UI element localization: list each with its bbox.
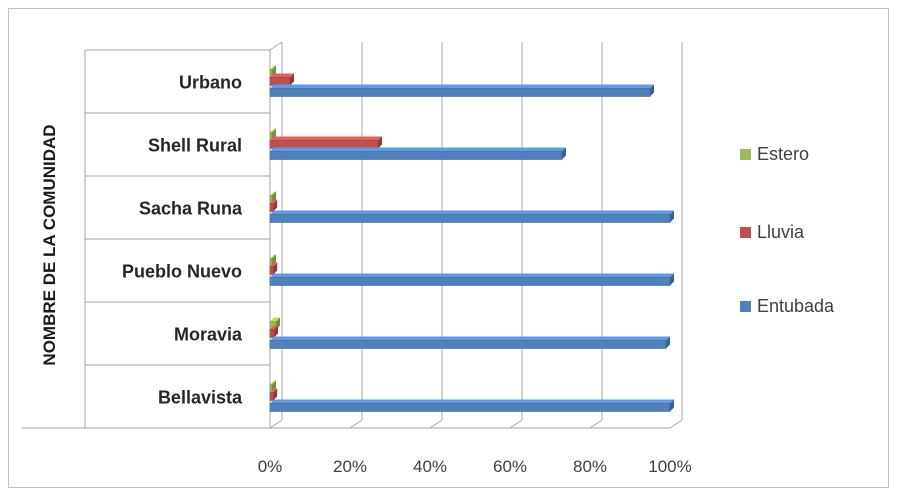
bar-side-face [290,73,294,86]
bar-front-face [269,151,563,160]
bar-top-face [270,273,674,278]
legend-item-lluvia: Lluvia [740,222,805,242]
bar-top-face [270,254,276,259]
bar-top-face [270,399,674,404]
bar-lluvia [269,199,278,212]
bar-lluvia [269,73,294,86]
legend-item-entubada: Entubada [740,296,835,316]
legend-label: Lluvia [757,222,805,242]
bar-lluvia [269,325,278,338]
bar-top-face [270,128,276,133]
y-axis-label: NOMBRE DE LA COMUNIDAD [40,124,59,365]
bar-lluvia [269,262,278,275]
legend: Estero Lluvia Entubada [740,144,835,316]
bar-side-face [650,84,654,97]
bar-top-face [270,136,382,141]
x-tick-labels: 0% 20% 40% 60% 80% 100% [258,457,692,476]
x-tick-label: 0% [258,457,283,476]
bar-top-face [270,147,566,152]
bar-front-face [269,392,274,401]
bars [269,65,674,412]
bar-top-face [270,199,278,204]
bar-top-face [270,65,276,70]
bar-top-face [270,191,276,196]
category-label: Moravia [174,325,243,345]
category-label: Pueblo Nuevo [122,262,242,282]
x-tick-label: 100% [648,457,691,476]
legend-swatch [740,149,751,160]
bar-top-face [270,73,294,78]
floor-gridline [349,419,363,429]
bar-top-face [270,210,674,215]
bar-side-face [666,336,670,349]
bar-entubada [269,84,654,97]
bar-side-face [670,210,674,223]
x-tick-label: 80% [573,457,607,476]
bar-entubada [269,273,674,286]
legend-label: Entubada [757,296,835,316]
bar-side-face [378,136,382,149]
floor-gridline [669,419,683,429]
bar-front-face [269,88,651,97]
bar-top-face [270,262,278,267]
floor-gridline [509,419,523,429]
bar-lluvia [269,136,382,149]
bar-side-face [670,273,674,286]
bar-front-face [269,140,379,149]
bar-top-face [270,325,278,330]
bar-top-face [270,380,276,385]
bar-side-face [273,262,278,275]
bar-entubada [269,147,566,160]
legend-label: Estero [757,144,809,164]
bar-entubada [269,336,670,349]
bar-side-face [273,388,278,401]
x-tick-label: 20% [333,457,367,476]
bar-top-face [270,388,278,393]
category-label: Urbano [179,73,242,93]
bar-side-face [562,147,566,160]
bar-front-face [269,403,671,412]
side-wall-top [269,41,283,51]
category-label: Shell Rural [148,136,242,156]
bar-side-face [274,325,278,338]
legend-item-estero: Estero [740,144,809,164]
bar-entubada [269,210,674,223]
axes [22,41,670,429]
bar-front-face [269,214,671,223]
bar-top-face [270,84,654,89]
bar-front-face [269,203,274,212]
legend-swatch [740,301,751,312]
grid-lines [269,42,683,429]
bar-side-face [273,199,278,212]
bar-side-face [670,399,674,412]
bar-lluvia [269,388,278,401]
legend-swatch [740,227,751,238]
bar-top-face [270,317,280,322]
floor-gridline [589,419,603,429]
bar-front-face [269,266,274,275]
bar-front-face [269,340,667,349]
category-label: Bellavista [158,388,243,408]
bar-front-face [269,277,671,286]
floor-gridline [429,419,443,429]
bar-entubada [269,399,674,412]
bar-front-face [269,329,275,338]
category-label: Sacha Runa [139,199,243,219]
x-tick-label: 40% [413,457,447,476]
bar-top-face [270,336,670,341]
bar-front-face [269,77,291,86]
x-tick-label: 60% [493,457,527,476]
floor-gridline [269,419,283,429]
category-labels: Urbano Shell Rural Sacha Runa Pueblo Nuevo M… [122,73,243,408]
